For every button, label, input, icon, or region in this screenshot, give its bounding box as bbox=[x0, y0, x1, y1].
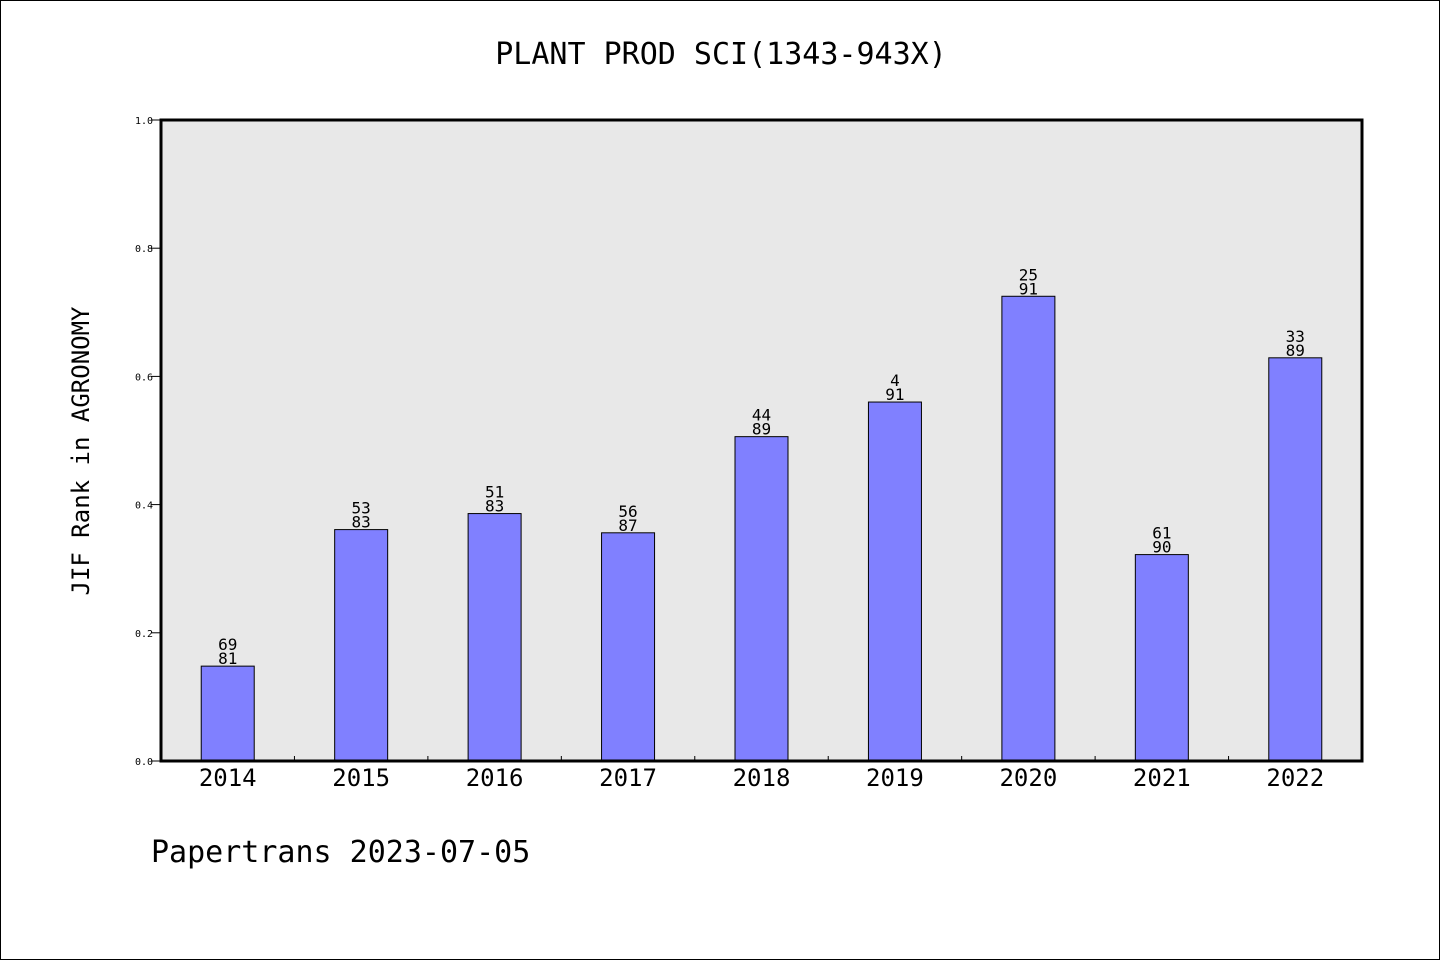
bar-label-total: 87 bbox=[618, 516, 637, 535]
bar-label-rank: 53 bbox=[352, 499, 371, 518]
x-tick-label: 2017 bbox=[599, 764, 657, 792]
bar bbox=[1001, 295, 1056, 762]
bar-label-rank: 33 bbox=[1286, 327, 1305, 346]
x-tick-label: 2018 bbox=[733, 764, 791, 792]
x-tick-label: 2021 bbox=[1133, 764, 1191, 792]
bar-label-rank: 51 bbox=[485, 483, 504, 502]
bar-label-rank: 69 bbox=[218, 635, 237, 654]
bar-label-total: 90 bbox=[1152, 538, 1171, 557]
bar-label-total: 91 bbox=[885, 385, 904, 404]
bar-label-total: 81 bbox=[218, 649, 237, 668]
x-tick-label: 2014 bbox=[199, 764, 257, 792]
y-tick-label: 0.2 bbox=[135, 629, 153, 640]
bar-label-rank: 4 bbox=[890, 371, 900, 390]
bar-label-total: 91 bbox=[1019, 279, 1038, 298]
x-tick-label: 2019 bbox=[866, 764, 924, 792]
x-tick-label: 2022 bbox=[1266, 764, 1324, 792]
chart-title: PLANT PROD SCI(1343-943X) bbox=[495, 37, 947, 72]
y-tick-label: 0.8 bbox=[135, 244, 153, 255]
footer-text: Papertrans 2023-07-05 bbox=[151, 835, 531, 870]
y-tick-label: 0.0 bbox=[135, 757, 153, 768]
bar bbox=[867, 401, 922, 762]
x-tick-label: 2020 bbox=[999, 764, 1057, 792]
bar-label-rank: 25 bbox=[1019, 265, 1038, 284]
bar bbox=[601, 532, 656, 762]
bar-label-total: 83 bbox=[352, 513, 371, 532]
x-tick-label: 2015 bbox=[332, 764, 390, 792]
bar bbox=[1268, 357, 1323, 762]
bar bbox=[200, 665, 255, 762]
bar-label-total: 83 bbox=[485, 497, 504, 516]
y-tick-label: 1.0 bbox=[135, 116, 153, 127]
plot-border bbox=[159, 118, 1364, 763]
bar-label-total: 89 bbox=[752, 420, 771, 439]
x-tick-label: 2016 bbox=[466, 764, 524, 792]
bar-label-rank: 56 bbox=[618, 502, 637, 521]
bar bbox=[734, 436, 789, 762]
bar bbox=[1134, 554, 1189, 762]
bar-label-rank: 61 bbox=[1152, 524, 1171, 543]
y-tick-label: 0.6 bbox=[135, 372, 153, 383]
ticks-layer: 0.0 0.2 0.4 0.6 0.8 1.0 2014 2015 2016 2017 2018 20… bbox=[135, 116, 1324, 792]
bars-layer bbox=[200, 295, 1323, 762]
bar-label-total: 89 bbox=[1286, 341, 1305, 360]
bar bbox=[334, 529, 389, 762]
bar-label-rank: 44 bbox=[752, 406, 771, 425]
bar bbox=[467, 513, 522, 762]
y-tick-label: 0.4 bbox=[135, 501, 153, 512]
